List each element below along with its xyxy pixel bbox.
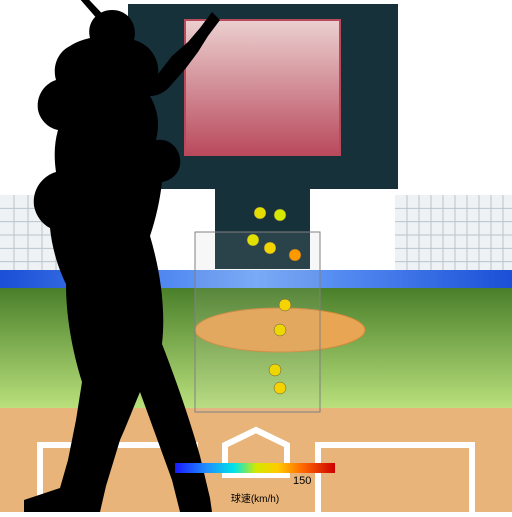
legend-bar-rect bbox=[175, 463, 335, 473]
strike-zone bbox=[195, 232, 320, 412]
pitch-marker bbox=[289, 249, 301, 261]
speed-legend: 100 150 球速(km/h) bbox=[175, 463, 335, 505]
pitch-marker bbox=[274, 209, 286, 221]
stadium-scene bbox=[0, 0, 512, 512]
legend-tick: 100 bbox=[187, 475, 205, 487]
legend-ticks: 100 150 bbox=[175, 475, 335, 489]
pitch-marker bbox=[274, 324, 286, 336]
pitch-marker bbox=[279, 299, 291, 311]
legend-tick: 150 bbox=[293, 475, 311, 487]
legend-gradient-bar bbox=[175, 463, 335, 473]
pitch-marker bbox=[274, 382, 286, 394]
pitch-marker bbox=[254, 207, 266, 219]
pitch-marker bbox=[269, 364, 281, 376]
scoreboard-screen bbox=[185, 20, 340, 155]
pitch-marker bbox=[264, 242, 276, 254]
pitch-marker bbox=[247, 234, 259, 246]
legend-axis-label: 球速(km/h) bbox=[175, 490, 335, 505]
